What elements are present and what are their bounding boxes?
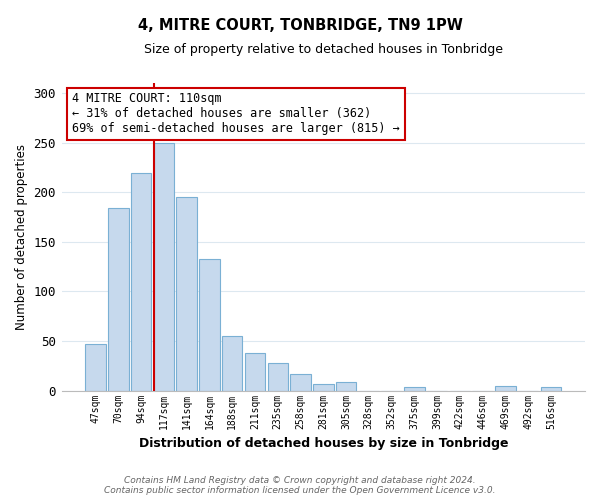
Bar: [131, 174, 151, 390]
Text: 4 MITRE COURT: 110sqm
← 31% of detached houses are smaller (362)
69% of semi-det: 4 MITRE COURT: 110sqm ← 31% of detached …: [72, 92, 400, 136]
Bar: [541, 386, 561, 390]
X-axis label: Distribution of detached houses by size in Tonbridge: Distribution of detached houses by size …: [139, 437, 508, 450]
Text: 4, MITRE COURT, TONBRIDGE, TN9 1PW: 4, MITRE COURT, TONBRIDGE, TN9 1PW: [137, 18, 463, 32]
Bar: [336, 382, 356, 390]
Text: Contains HM Land Registry data © Crown copyright and database right 2024.
Contai: Contains HM Land Registry data © Crown c…: [104, 476, 496, 495]
Bar: [199, 258, 220, 390]
Bar: [404, 386, 425, 390]
Bar: [176, 197, 197, 390]
Bar: [154, 142, 174, 390]
Bar: [245, 353, 265, 391]
Bar: [313, 384, 334, 390]
Bar: [108, 208, 128, 390]
Y-axis label: Number of detached properties: Number of detached properties: [15, 144, 28, 330]
Bar: [85, 344, 106, 391]
Bar: [290, 374, 311, 390]
Bar: [222, 336, 242, 390]
Bar: [268, 363, 288, 390]
Bar: [495, 386, 515, 390]
Title: Size of property relative to detached houses in Tonbridge: Size of property relative to detached ho…: [144, 42, 503, 56]
